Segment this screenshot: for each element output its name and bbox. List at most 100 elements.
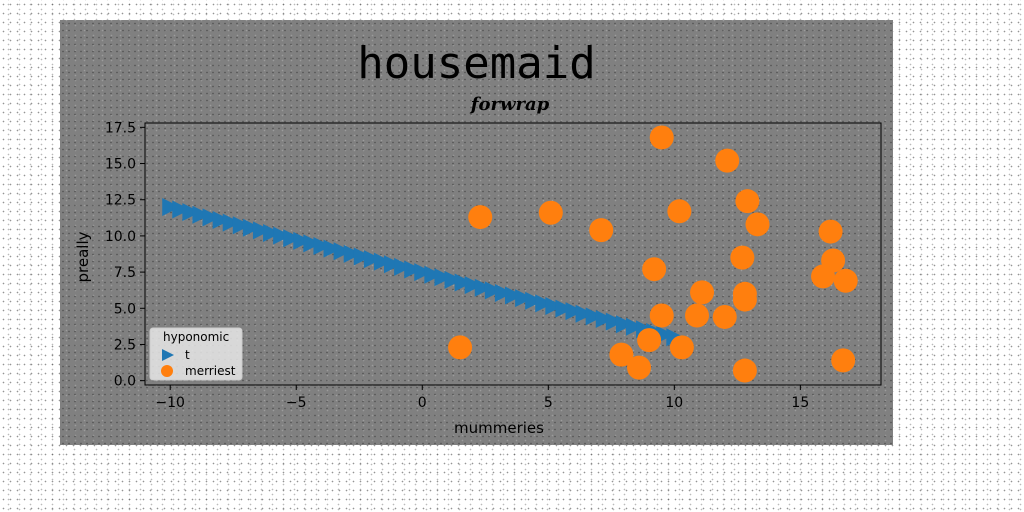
scatter-point (323, 239, 342, 258)
legend-marker (161, 365, 173, 377)
legend-label: t (185, 348, 190, 362)
scatter-point (715, 148, 740, 173)
scatter-point (642, 257, 667, 282)
y-tick-label: 0.0 (114, 374, 136, 390)
scatter-point (252, 221, 271, 240)
x-tick-label: 10 (665, 395, 683, 411)
scatter-point (833, 268, 858, 293)
scatter-point (535, 294, 554, 313)
scatter-point (666, 328, 685, 347)
scatter-point (730, 245, 755, 270)
series-t (162, 197, 685, 347)
chart-title: forwrap (469, 94, 550, 115)
scatter-point (444, 270, 463, 289)
series-merriest (448, 125, 858, 383)
scatter-point (343, 244, 362, 263)
scatter-point (182, 203, 201, 222)
legend-label: merriest (185, 364, 236, 378)
scatter-point (637, 328, 662, 353)
x-axis: −10 −5 0 5 10 15 (155, 385, 809, 411)
scatter-point (363, 250, 382, 269)
scatter-point (242, 218, 261, 237)
scatter-point (625, 317, 644, 336)
scatter-point (273, 226, 292, 245)
legend-title: hyponomic (163, 330, 229, 344)
scatter-point (811, 264, 836, 289)
scatter-point (690, 280, 715, 305)
scatter-point (685, 303, 709, 328)
scatter-point (538, 200, 563, 225)
plot-area (144, 122, 882, 386)
scatter-point (293, 231, 312, 250)
scatter-point (732, 287, 757, 312)
x-tick-label: −5 (286, 395, 307, 411)
series-layer (162, 125, 858, 383)
scatter-point (384, 255, 403, 274)
figure-suptitle: housemaid (357, 38, 596, 89)
scatter-point (414, 263, 433, 282)
scatter-point (283, 229, 302, 248)
scatter-point (494, 283, 513, 302)
scatter-point (627, 355, 652, 380)
scatter-point (818, 219, 843, 244)
legend: hyponomic t merriest (149, 327, 243, 381)
scatter-point (373, 252, 392, 271)
scatter-point (595, 309, 614, 328)
scatter-point (424, 265, 443, 284)
scatter-point (454, 273, 473, 292)
scatter-point (712, 304, 737, 329)
y-tick-label: 10.0 (105, 229, 136, 245)
scatter-point (732, 358, 757, 383)
x-tick-label: −10 (155, 395, 185, 411)
scatter-point (333, 242, 352, 261)
scatter-point (525, 291, 544, 310)
y-axis: 0.0 2.5 5.0 7.5 10.0 12.5 15.0 17.5 (105, 120, 145, 390)
scatter-point (649, 125, 674, 150)
x-axis-label: mummeries (454, 419, 544, 437)
scatter-point (172, 200, 191, 219)
y-axis-label: preally (74, 231, 92, 282)
chart: forwrap mummeries preally −10 −5 0 5 10 15 0.… (74, 94, 882, 437)
scatter-point (589, 218, 614, 243)
scatter-point (404, 260, 423, 279)
scatter-point (515, 289, 534, 308)
scatter-point (735, 189, 760, 214)
scatter-point (609, 342, 634, 367)
scatter-point (555, 299, 574, 318)
y-tick-label: 2.5 (114, 337, 136, 353)
x-tick-label: 0 (418, 395, 427, 411)
scatter-point (545, 296, 564, 315)
scatter-point (667, 199, 692, 224)
scatter-point (353, 247, 372, 266)
scatter-point (394, 257, 413, 276)
scatter-point (303, 234, 322, 253)
legend-box (149, 327, 243, 381)
scatter-point (448, 335, 473, 360)
scatter-point (505, 286, 523, 305)
scatter-point (831, 348, 856, 373)
scatter-point (202, 208, 221, 227)
y-tick-label: 5.0 (114, 301, 136, 317)
scatter-point (669, 335, 694, 360)
scatter-point (162, 197, 181, 216)
scatter-point (745, 212, 770, 237)
scatter-point (575, 304, 594, 323)
y-tick-label: 17.5 (105, 120, 136, 136)
scatter-point (565, 302, 584, 321)
scatter-point (232, 216, 251, 235)
scatter-point (484, 281, 503, 300)
scatter-point (192, 205, 211, 224)
y-tick-label: 7.5 (114, 265, 136, 281)
x-tick-label: 15 (791, 395, 809, 411)
scatter-point (468, 205, 493, 230)
scatter-point (615, 315, 634, 334)
y-tick-label: 15.0 (105, 157, 136, 173)
scatter-point (585, 307, 604, 326)
scatter-point (434, 268, 453, 287)
x-tick-label: 5 (544, 395, 553, 411)
scatter-point (464, 276, 483, 295)
figure: housemaid forwrap mummeries preally −10−… (60, 20, 893, 445)
legend-marker (162, 349, 174, 361)
scatter-point (263, 224, 282, 243)
scatter-point (212, 210, 231, 229)
